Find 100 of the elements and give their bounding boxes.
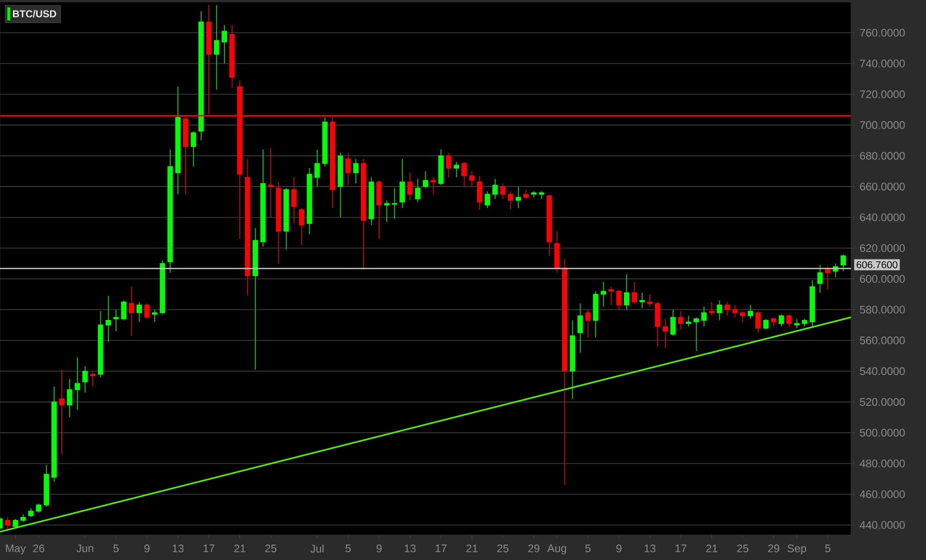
candlestick: [492, 178, 498, 200]
y-tick-label: 460.0000: [860, 490, 905, 498]
y-tick-label: 600.0000: [860, 275, 905, 283]
x-tick-label: 25: [737, 544, 748, 552]
y-tick-label: 720.0000: [860, 90, 905, 98]
x-tick-label: 9: [376, 544, 382, 552]
x-tick-label: 5: [585, 544, 591, 552]
candlestick: [152, 309, 158, 322]
y-tick-label: 760.0000: [860, 28, 905, 37]
y-tick-label: 740.0000: [860, 60, 905, 68]
candlestick: [106, 295, 111, 342]
candlestick: [740, 310, 746, 322]
candlestick: [376, 180, 382, 240]
candlestick: [214, 4, 220, 90]
candlestick: [508, 190, 514, 210]
candlestick: [600, 282, 606, 307]
candlestick: [144, 303, 150, 320]
candlestick: [407, 172, 413, 201]
candlestick: [229, 24, 235, 88]
candlestick: [168, 149, 173, 274]
candlestick: [422, 170, 428, 188]
candlestick: [840, 254, 846, 272]
x-tick-label: 29: [528, 544, 540, 552]
candlestick: [454, 162, 460, 178]
candlestick: [500, 183, 506, 200]
y-tick-label: 640.0000: [860, 213, 905, 222]
candlestick: [538, 190, 544, 200]
candlestick: [554, 230, 560, 274]
candlestick: [175, 86, 181, 195]
candlestick: [90, 370, 96, 387]
candlestick: [415, 178, 420, 202]
candlestick: [632, 282, 638, 304]
candlestick: [338, 152, 344, 218]
candlestick: [74, 356, 80, 410]
candlestick: [82, 366, 88, 394]
candlestick: [516, 186, 522, 208]
x-tick-label: Aug: [547, 544, 566, 554]
x-tick-label: 17: [204, 544, 214, 552]
y-tick-label: 660.0000: [860, 182, 905, 190]
candlestick: [113, 309, 119, 332]
candlestick: [469, 170, 475, 187]
x-tick-label: May: [6, 544, 26, 554]
x-tick-label: Sep: [788, 544, 806, 554]
candlestick: [268, 148, 274, 218]
candlestick: [678, 310, 684, 330]
candlestick: [763, 318, 769, 330]
x-tick-label: 21: [466, 544, 478, 552]
candlestick: [662, 318, 668, 348]
candlestick: [484, 190, 490, 208]
x-tick-label: 5: [825, 544, 830, 552]
ref-line-label: 606.7600: [856, 261, 898, 268]
candlestick: [20, 514, 26, 522]
candlestick: [252, 228, 258, 370]
candlestick: [616, 289, 622, 310]
candlestick: [5, 516, 10, 532]
candlestick: [732, 304, 738, 318]
y-tick-label: 520.0000: [860, 398, 905, 406]
legend-label: BTC/USD: [12, 10, 56, 18]
y-tick-label: 500.0000: [860, 428, 905, 437]
y-tick-label: 580.0000: [860, 306, 905, 314]
candlestick: [299, 208, 304, 246]
y-tick-label: 440.0000: [860, 521, 905, 529]
candlestick: [794, 318, 800, 328]
candlestick: [400, 158, 405, 208]
x-tick-label: 5: [346, 544, 351, 552]
candlestick: [701, 306, 707, 327]
candlestick: [608, 286, 614, 306]
candlestick: [345, 152, 351, 186]
candlestick: [686, 315, 692, 327]
candlestick: [748, 304, 754, 320]
x-tick-label: 25: [497, 544, 508, 552]
x-tick-label: 5: [113, 544, 119, 552]
candlestick: [647, 294, 653, 307]
candlestick: [462, 162, 467, 187]
candlestick: [670, 309, 676, 336]
x-tick-label: 9: [616, 544, 622, 552]
candlestick: [810, 280, 815, 327]
candlestick: [724, 302, 730, 316]
candlestick: [778, 314, 784, 327]
candlestick: [190, 130, 196, 167]
x-tick-label: 21: [234, 544, 246, 552]
candlestick: [562, 258, 568, 486]
candlestick: [59, 369, 65, 455]
candlestick: [578, 303, 583, 354]
candlestick: [430, 177, 436, 195]
candlestick: [314, 149, 320, 187]
candlestick: [716, 300, 722, 321]
x-tick-label: Jul: [310, 544, 324, 553]
candlestick: [709, 302, 714, 316]
y-tick-label: 680.0000: [860, 152, 905, 160]
candlestick: [36, 503, 42, 514]
x-tick-label: 17: [436, 544, 447, 552]
candlestick: [121, 300, 126, 321]
candlestick: [593, 290, 598, 338]
x-tick-label: 21: [706, 544, 718, 552]
y-tick-label: 540.0000: [860, 367, 905, 376]
candlestick: [136, 302, 142, 322]
candlestick: [756, 310, 761, 334]
y-tick-label: 620.0000: [860, 244, 905, 252]
x-tick-label: Jun: [76, 544, 94, 552]
